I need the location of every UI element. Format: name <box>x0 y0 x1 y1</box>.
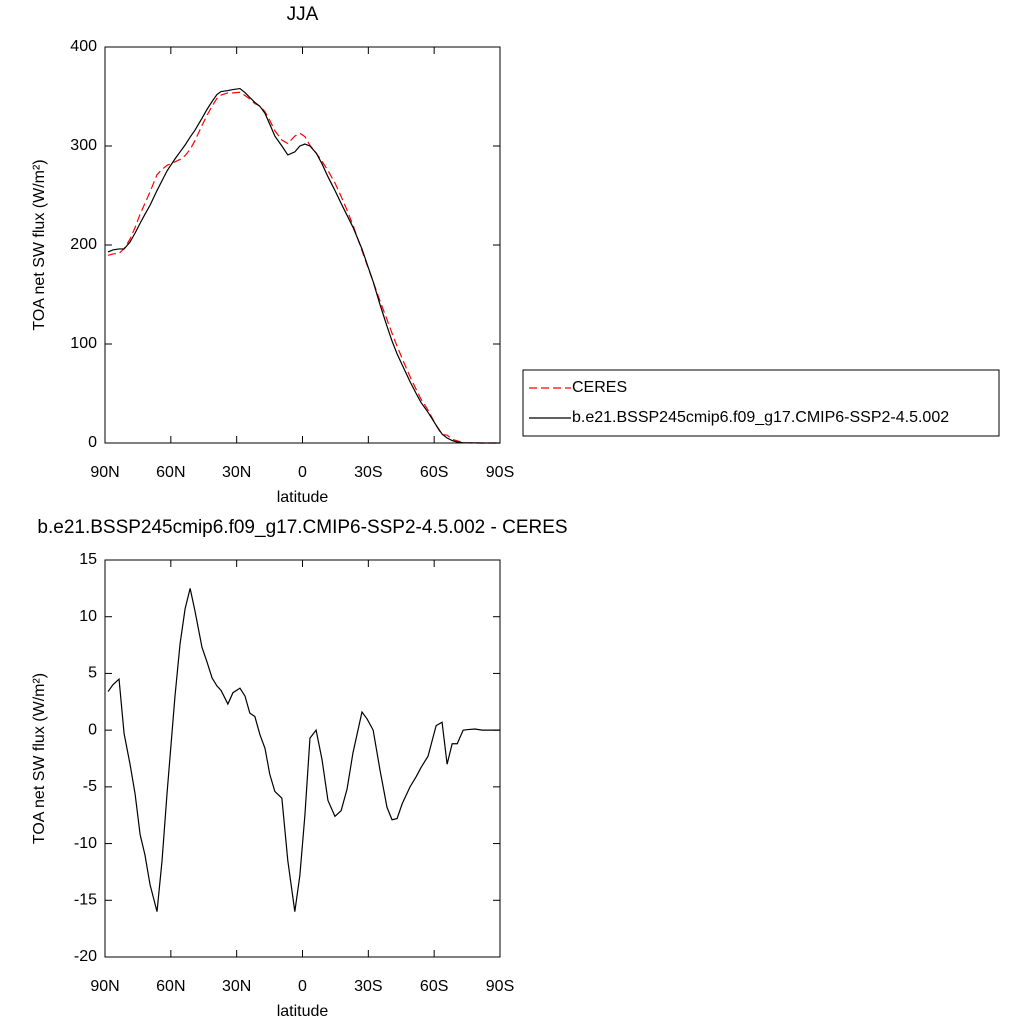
x-tick-label: 90S <box>486 978 514 995</box>
x-tick-label: 60N <box>156 464 185 481</box>
plot-frame <box>104 46 501 444</box>
x-axis-label: latitude <box>277 1003 329 1020</box>
x-tick-label: 30N <box>222 464 251 481</box>
x-tick-label: 30S <box>354 978 382 995</box>
legend-label: CERES <box>572 379 627 396</box>
x-tick-label: 60N <box>156 978 185 995</box>
x-tick-label: 0 <box>298 464 307 481</box>
y-tick-label: 15 <box>79 551 97 568</box>
x-tick-label: 60S <box>420 464 448 481</box>
y-tick-label: 100 <box>70 335 97 352</box>
x-tick-label: 30N <box>222 978 251 995</box>
x-tick-label: 30S <box>354 464 382 481</box>
y-tick-label: 300 <box>70 137 97 154</box>
x-tick-label: 90N <box>90 978 119 995</box>
x-axis-label: latitude <box>277 489 329 506</box>
y-tick-label: 5 <box>88 665 97 682</box>
legend-box <box>522 369 1000 437</box>
x-tick-label: 90S <box>486 464 514 481</box>
x-tick-label: 0 <box>298 978 307 995</box>
y-tick-label: 400 <box>70 38 97 55</box>
data-line <box>107 91 500 444</box>
y-tick-label: 0 <box>88 721 97 738</box>
plot-frame <box>104 559 501 958</box>
y-tick-label: 0 <box>88 434 97 451</box>
y-tick-label: 10 <box>79 608 97 625</box>
x-tick-label: 90N <box>90 464 119 481</box>
legend-label: b.e21.BSSP245cmip6.f09_g17.CMIP6-SSP2-4.… <box>572 409 949 426</box>
legend: CERES b.e21.BSSP245cmip6.f09_g17.CMIP6-SS… <box>522 369 1000 437</box>
y-tick-label: -20 <box>74 948 97 965</box>
chart-title: JJA <box>287 4 319 25</box>
data-line <box>107 87 500 444</box>
y-axis-label: TOA net SW flux (W/m²) <box>31 159 48 330</box>
x-tick-label: 60S <box>420 978 448 995</box>
y-tick-label: 200 <box>70 236 97 253</box>
data-line <box>107 588 500 912</box>
y-tick-label: -5 <box>83 778 97 795</box>
y-axis-label: TOA net SW flux (W/m²) <box>31 673 48 844</box>
chart-title: b.e21.BSSP245cmip6.f09_g17.CMIP6-SSP2-4.… <box>37 517 567 538</box>
y-tick-label: -10 <box>74 835 97 852</box>
y-tick-label: -15 <box>74 892 97 909</box>
